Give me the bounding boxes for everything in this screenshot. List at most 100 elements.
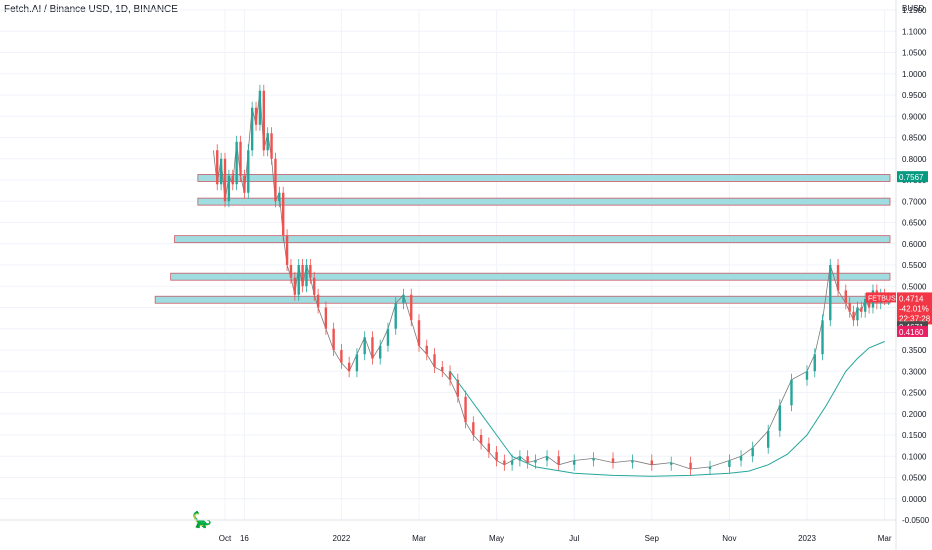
x-tick-label: Mar <box>412 534 426 543</box>
candle-body <box>371 337 374 359</box>
candle-body <box>813 354 816 372</box>
candle-body <box>805 371 809 380</box>
candle-body <box>219 158 223 185</box>
candle-body <box>526 456 529 463</box>
candle-body <box>860 307 863 312</box>
candle-body <box>836 265 840 291</box>
candle-body <box>592 458 595 461</box>
candle-body <box>216 150 219 185</box>
y-tick-label: 0.6000 <box>902 240 927 249</box>
target-price-tag <box>897 171 928 183</box>
candle-body <box>425 345 428 355</box>
candle-body <box>293 277 297 295</box>
candle-body <box>402 294 405 304</box>
y-tick-label: 0.7000 <box>902 197 927 206</box>
candle-body <box>297 265 300 295</box>
last-price-tag <box>897 292 932 325</box>
candle-body <box>417 320 421 346</box>
candle-body <box>739 456 743 461</box>
candle-body <box>790 379 793 406</box>
candle-body <box>410 294 413 321</box>
y-tick-label: 1.0000 <box>902 70 927 79</box>
candle-body <box>867 299 871 308</box>
candle-body <box>243 175 246 193</box>
x-tick-label: 16 <box>240 534 249 543</box>
candle-body <box>557 456 560 465</box>
y-tick-label: 0.2500 <box>902 389 927 398</box>
level-bar <box>174 235 891 244</box>
candle-body <box>316 294 320 308</box>
candle-body <box>379 345 382 359</box>
stop-price-tag-text: 0.4160 <box>899 328 924 337</box>
candle-body <box>510 460 514 465</box>
y-tick-label: 0.2000 <box>902 410 927 419</box>
y-tick-label: 1.1000 <box>902 27 927 36</box>
candle-body <box>363 337 366 355</box>
candle-body <box>464 396 467 423</box>
candle-body <box>472 422 475 435</box>
candle-body <box>844 290 847 304</box>
candle-body <box>305 265 308 287</box>
candle-body <box>728 460 731 467</box>
candle-body <box>223 158 227 202</box>
x-tick-label: Oct <box>219 534 232 543</box>
x-tick-label: 2023 <box>798 534 816 543</box>
candle-body <box>258 90 262 125</box>
candle-body <box>285 235 289 265</box>
ticker-tag-text: FETBUSD <box>868 295 901 302</box>
y-tick-label: 0.6500 <box>902 219 927 228</box>
x-tick-label: Sep <box>645 534 660 543</box>
level-bar <box>197 197 891 206</box>
candle-body <box>751 447 754 457</box>
y-tick-label: 0.5500 <box>902 261 927 270</box>
candle-body <box>518 456 522 461</box>
candle-body <box>266 133 269 151</box>
candle-body <box>262 90 265 151</box>
last-price-tag-text: 0.4714 <box>899 294 924 303</box>
candle-body <box>631 460 634 463</box>
candle-body <box>254 107 258 125</box>
y-tick-label: 1.0500 <box>902 49 927 58</box>
candle-body <box>708 466 712 469</box>
y-tick-label: 0.3500 <box>902 346 927 355</box>
stop-price-tag <box>897 325 928 337</box>
candle-body <box>545 456 549 461</box>
candle-body <box>821 320 824 355</box>
candle-body <box>441 367 444 372</box>
candle-body <box>309 265 312 278</box>
level-bar <box>170 272 891 281</box>
candle-body <box>479 435 483 444</box>
candle-body <box>313 277 316 295</box>
candle-body <box>386 328 390 346</box>
candle-body <box>347 362 351 372</box>
y-tick-label: 0.9500 <box>902 91 927 100</box>
candle-body <box>852 311 855 321</box>
y-tick-label: 0.8000 <box>902 155 927 164</box>
candle-body <box>355 354 359 372</box>
candle-body <box>250 107 254 151</box>
level-bar <box>197 174 891 182</box>
x-tick-label: Nov <box>722 534 736 543</box>
candle-body <box>778 405 782 431</box>
candle-body <box>670 462 673 465</box>
candle-body <box>274 158 277 202</box>
change-tag-text: -42.01% <box>899 304 929 313</box>
candle-body <box>456 379 459 397</box>
candle-body <box>650 460 653 465</box>
candle-body <box>487 443 491 452</box>
candle-body <box>689 462 692 469</box>
candle-body <box>829 265 832 321</box>
candle-body <box>332 328 335 350</box>
candle-body <box>289 265 293 278</box>
y-tick-label: 0.1500 <box>902 431 927 440</box>
candle-body <box>534 460 537 463</box>
moving-average-line <box>449 341 885 477</box>
candle-body <box>227 175 231 202</box>
x-tick-label: May <box>489 534 504 543</box>
candle-body <box>235 141 238 185</box>
y-tick-label: 0.0500 <box>902 474 927 483</box>
candle-body <box>247 150 250 193</box>
x-tick-label: Jul <box>569 534 579 543</box>
